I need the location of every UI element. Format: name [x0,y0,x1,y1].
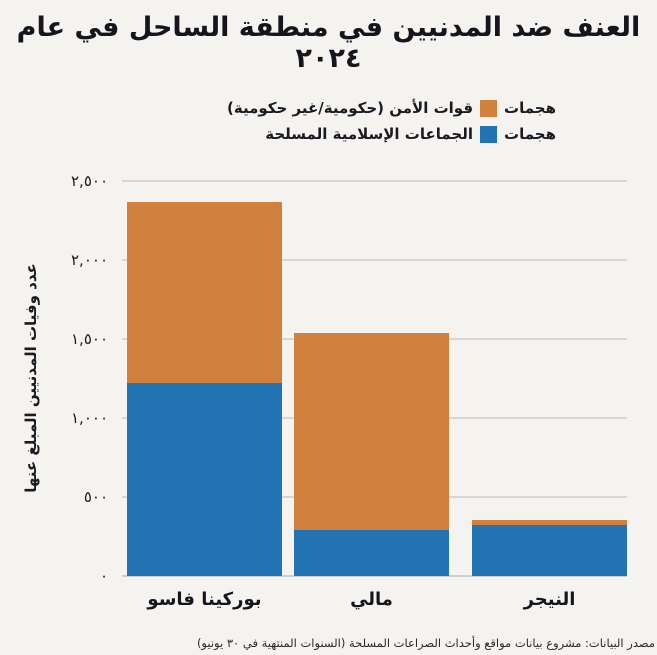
legend-label-first-word: هجمات [504,125,556,143]
x-tick-label: مالي [350,589,393,610]
legend-swatch-blue-icon [480,125,498,143]
y-tick-label: ١,٠٠٠ [71,409,108,428]
x-axis-baseline [122,575,627,577]
plot-area [122,176,627,577]
legend-swatch-orange-icon [480,99,498,117]
chart-title: العنف ضد المدنيين في منطقة الساحل في عام… [16,12,641,74]
bar-segment-islamist-2 [294,530,449,576]
gridline [122,259,627,262]
y-tick-label: ٠ [99,567,108,585]
bar-segment-security-forces-1 [127,201,282,384]
bar-segment-islamist-3 [472,524,627,576]
y-tick-label: ٢,٠٠٠ [71,251,108,270]
legend: هجمات قوات الأمن (حكومية/غير حكومية) هجم… [227,98,556,144]
legend-item-security-forces: هجمات قوات الأمن (حكومية/غير حكومية) [227,98,556,118]
legend-label-rest: الجماعات الإسلامية المسلحة [265,125,474,143]
x-tick-label: بوركينا فاسو [147,589,262,610]
gridline [122,180,627,183]
legend-item-islamist-groups: هجمات الجماعات الإسلامية المسلحة [265,124,556,144]
y-tick-label: ٢,٥٠٠ [71,172,108,191]
source-note: مصدر البيانات: مشروع بيانات مواقع وأحداث… [196,636,655,650]
y-tick-label: ٥٠٠ [83,488,108,507]
bar-segment-islamist-1 [127,383,282,576]
bar-segment-security-forces-3 [472,519,627,525]
y-tick-label: ١,٥٠٠ [71,330,108,349]
x-tick-label: النيجر [523,589,576,610]
y-axis-label: عدد وفيات المدنيين المبلغ عنها [22,263,40,493]
bar-segment-security-forces-2 [294,332,449,531]
legend-label-first-word: هجمات [504,99,556,117]
legend-label-rest: قوات الأمن (حكومية/غير حكومية) [227,99,474,117]
